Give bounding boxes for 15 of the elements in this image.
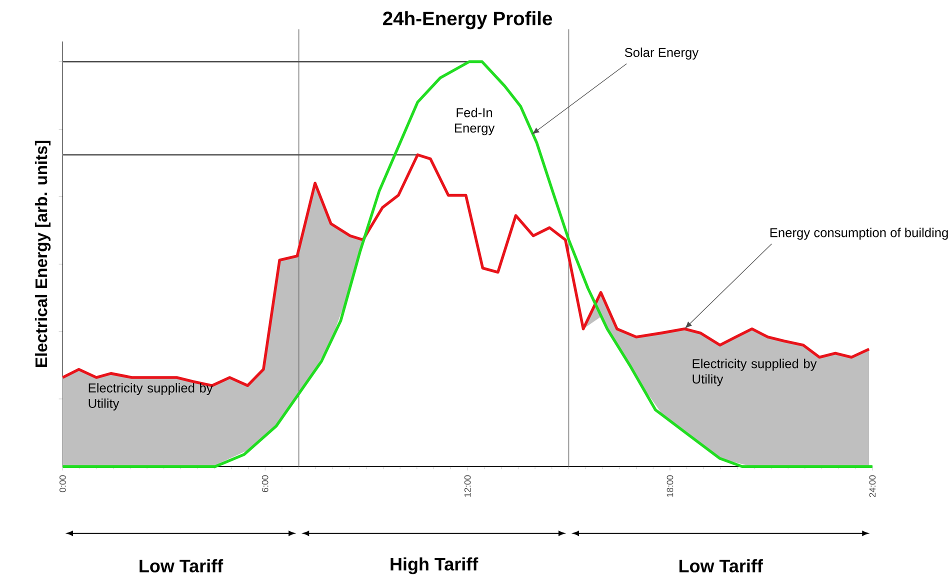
chart-title: 24h-Energy Profile	[383, 10, 552, 29]
x-tick-label: 6:00	[262, 475, 268, 492]
text: Low Tariff	[679, 558, 763, 572]
annotation: Fed-In Energy	[454, 108, 495, 135]
text: Low Tariff	[140, 558, 224, 572]
x-tick-label: 12:00	[464, 475, 471, 497]
text: High Tariff	[390, 557, 478, 574]
annotation: Energy consumption of building	[770, 228, 948, 240]
x-tick-label: 24:00	[869, 475, 876, 497]
annotation: Electricity supplied by Utility	[88, 382, 213, 410]
x-tick-label: 0:00	[60, 475, 66, 492]
y-axis-title: Electrical Energy [arb. units]	[34, 140, 51, 367]
x-tick-label: 18:00	[666, 475, 674, 497]
annotation: Solar Energy	[624, 47, 699, 60]
annotation: Electricity supplied by Utility	[692, 358, 817, 386]
